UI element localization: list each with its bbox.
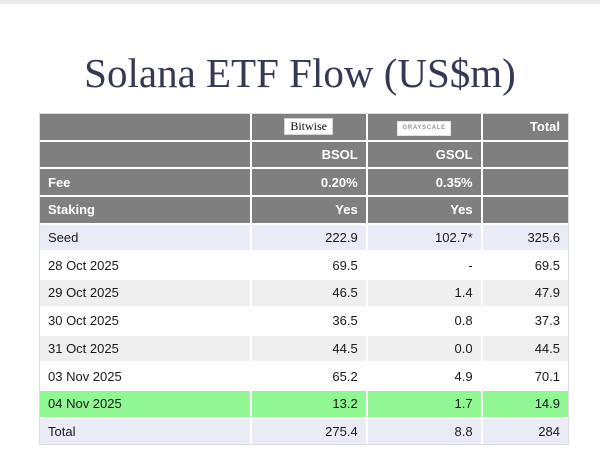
fee-row: Fee 0.20% 0.35% [40,169,568,198]
grayscale-logo: GRAYSCALE [397,121,451,137]
empty-header-cell [40,141,252,170]
total-value: 70.1 [482,363,568,391]
fee-gsol: 0.35% [367,169,483,198]
bsol-value: 275.4 [251,418,368,445]
row-label: 04 Nov 2025 [40,390,252,419]
total-value: 37.3 [482,307,568,336]
row-label: 28 Oct 2025 [40,252,252,281]
table-row-seed: Seed 222.9 102.7* 325.6 [40,224,568,253]
bitwise-logo: Bitwise [284,118,333,136]
total-value: 69.5 [482,252,568,281]
total-column-header: Total [482,114,568,142]
gsol-value: - [367,252,483,281]
bsol-value: 65.2 [251,363,368,391]
gsol-value: 1.4 [367,280,483,308]
empty-header-cell [482,141,568,170]
row-label: 29 Oct 2025 [40,280,252,308]
empty-header-cell [482,169,568,198]
gsol-value: 0.0 [367,335,483,364]
bitwise-logo-cell: Bitwise [251,114,368,142]
gsol-value: 0.8 [367,307,483,336]
row-label: 03 Nov 2025 [40,363,252,391]
total-value: 284 [482,418,568,445]
gsol-value: 102.7* [367,224,483,253]
staking-label: Staking [40,197,252,225]
grayscale-logo-cell: GRAYSCALE [367,114,483,142]
gsol-value: 8.8 [367,418,483,445]
bsol-ticker: BSOL [251,141,368,170]
header-logo-row: Bitwise GRAYSCALE Total [40,114,568,142]
bsol-value: 44.5 [251,335,368,364]
bsol-value: 222.9 [251,224,368,253]
gsol-ticker: GSOL [367,141,483,170]
empty-header-cell [40,114,252,142]
table-row-highlighted: 04 Nov 2025 13.2 1.7 14.9 [40,390,568,419]
fee-bsol: 0.20% [251,169,368,198]
row-label: 31 Oct 2025 [40,335,252,364]
bsol-value: 36.5 [251,307,368,336]
table-row: 29 Oct 2025 46.5 1.4 47.9 [40,280,568,308]
total-value: 325.6 [482,224,568,253]
gsol-value: 1.7 [367,390,483,419]
table-row: 28 Oct 2025 69.5 - 69.5 [40,252,568,281]
etf-flow-table: Bitwise GRAYSCALE Total BSOL GSOL Fee 0.… [39,113,569,446]
row-label: 30 Oct 2025 [40,307,252,336]
staking-row: Staking Yes Yes [40,197,568,225]
page-title: Solana ETF Flow (US$m) [84,50,516,97]
bsol-value: 69.5 [251,252,368,281]
bsol-value: 13.2 [251,390,368,419]
row-label: Total [40,418,252,445]
total-value: 47.9 [482,280,568,308]
gsol-value: 4.9 [367,363,483,391]
window-top-strip [0,0,600,4]
staking-gsol: Yes [367,197,483,225]
header-ticker-row: BSOL GSOL [40,141,568,170]
empty-header-cell [482,197,568,225]
row-label: Seed [40,224,252,253]
table-row: 31 Oct 2025 44.5 0.0 44.5 [40,335,568,364]
table-row-total: Total 275.4 8.8 284 [40,418,568,445]
fee-label: Fee [40,169,252,198]
total-value: 14.9 [482,390,568,419]
bsol-value: 46.5 [251,280,368,308]
staking-bsol: Yes [251,197,368,225]
table-row: 03 Nov 2025 65.2 4.9 70.1 [40,363,568,391]
table-row: 30 Oct 2025 36.5 0.8 37.3 [40,307,568,336]
total-value: 44.5 [482,335,568,364]
